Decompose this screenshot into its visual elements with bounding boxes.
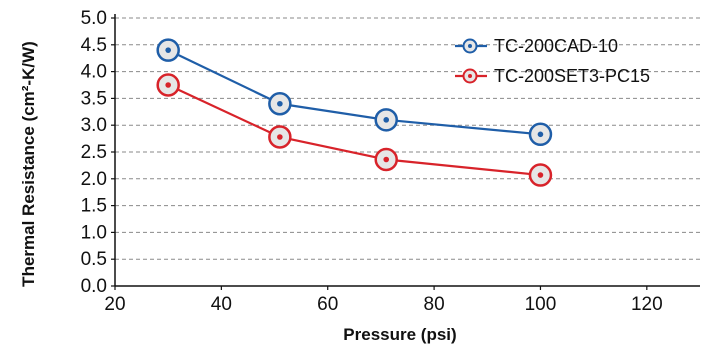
x-tick-labels: 20 40 60 80 100 120: [104, 294, 662, 315]
legend: TC-200CAD-10 TC-200SET3-PC15: [455, 36, 650, 86]
series-1: [156, 38, 553, 147]
data-point: [528, 163, 553, 187]
data-point-dot: [277, 100, 283, 107]
y-tick-label: 1.5: [81, 196, 107, 217]
series-group: [156, 38, 553, 187]
y-tick-label: 4.5: [81, 35, 107, 56]
data-point-dot: [537, 172, 544, 178]
axes: [111, 14, 700, 290]
data-point-dot: [537, 131, 544, 138]
legend-label: TC-200CAD-10: [494, 36, 618, 56]
data-point-dot: [165, 47, 171, 53]
series-line: [167, 49, 541, 136]
legend-marker-dot: [468, 74, 472, 78]
data-point: [156, 38, 180, 62]
data-point: [156, 73, 180, 97]
x-tick-label: 20: [104, 294, 125, 315]
y-tick-label: 0.5: [81, 249, 107, 270]
y-tick-label: 1.0: [81, 222, 107, 243]
x-tick-label: 120: [631, 294, 663, 315]
y-tick-label: 3.0: [81, 115, 107, 136]
y-tick-label: 2.5: [81, 142, 107, 163]
legend-entry: TC-200CAD-10: [455, 36, 618, 56]
y-axis-title: Thermal Resistance (cm²-K/W): [19, 41, 38, 287]
data-point-dot: [383, 117, 390, 123]
y-tick-label: 5.0: [81, 8, 107, 29]
data-point-dot: [383, 156, 390, 163]
data-point-dot: [165, 82, 171, 88]
y-tick-labels: 0.0 0.5 1.0 1.5 2.0 2.5 3.0 3.5 4.0 4.5 5.0: [81, 8, 107, 297]
x-tick-label: 40: [211, 294, 232, 315]
data-point: [374, 147, 398, 172]
y-tick-label: 0.0: [81, 276, 107, 297]
data-point: [528, 122, 553, 147]
legend-marker-dot: [468, 44, 472, 48]
y-tick-label: 4.0: [81, 62, 107, 83]
data-point: [268, 125, 292, 149]
x-axis-title: Pressure (psi): [343, 325, 456, 344]
y-tick-label: 3.5: [81, 88, 107, 109]
x-tick-label: 60: [317, 294, 338, 315]
x-tick-label: 80: [424, 294, 445, 315]
series-2: [156, 73, 553, 187]
data-point: [268, 92, 292, 116]
legend-entry: TC-200SET3-PC15: [455, 66, 650, 86]
series-line: [167, 84, 541, 177]
data-point-dot: [277, 134, 283, 140]
y-tick-label: 2.0: [81, 169, 107, 190]
legend-label: TC-200SET3-PC15: [494, 66, 650, 86]
x-tick-label: 100: [525, 294, 557, 315]
data-point: [374, 108, 398, 132]
